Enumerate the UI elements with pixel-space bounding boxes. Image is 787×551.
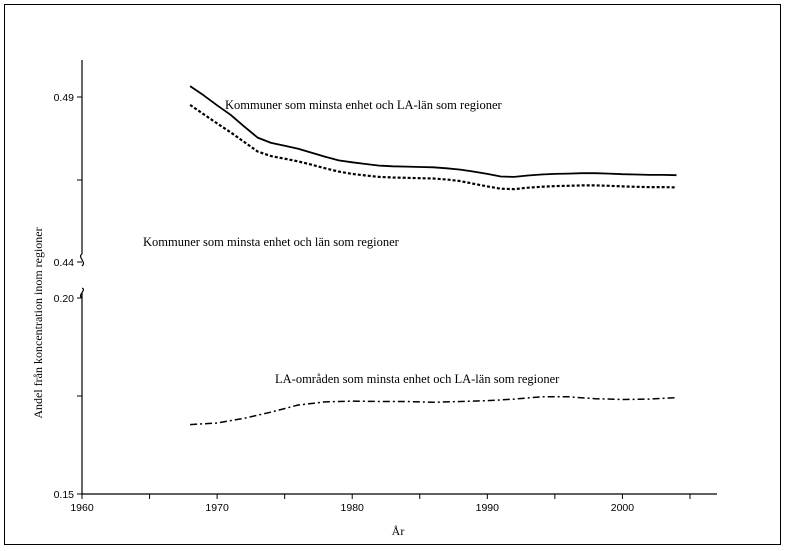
y-tick-label: 0.49 [54,92,75,104]
chart-axes: 1960 1970 1980 1990 2000 0.49 0.44 0.20 0.15 [54,60,717,514]
x-tick-label: 1960 [70,502,94,514]
chart-frame [4,4,781,545]
series-label-la-omraden: LA-områden som minsta enhet och LA-län s… [275,372,560,386]
x-axis-title: År [392,524,405,538]
x-tick-label: 1970 [205,502,229,514]
x-tick-label: 2000 [611,502,635,514]
y-tick-label: 0.44 [54,257,75,269]
series-line-la-lan [189,85,677,178]
x-tick-label: 1980 [341,502,365,514]
series-line-la-omraden [190,396,677,426]
axis-break-upper [79,253,85,267]
chart-series [189,85,677,426]
series-label-lan: Kommuner som minsta enhet och län som re… [143,235,400,249]
y-axis-title: Andel från koncentration inom regioner [31,227,45,418]
series-line-lan [189,103,677,191]
x-tick-label: 1990 [476,502,500,514]
series-label-la-lan: Kommuner som minsta enhet och LA-län som… [225,98,503,112]
chart-labels: Kommuner som minsta enhet och LA-län som… [31,98,560,538]
y-tick-label: 0.15 [54,489,75,501]
axis-break-lower [79,287,84,299]
y-tick-label: 0.20 [54,293,75,305]
